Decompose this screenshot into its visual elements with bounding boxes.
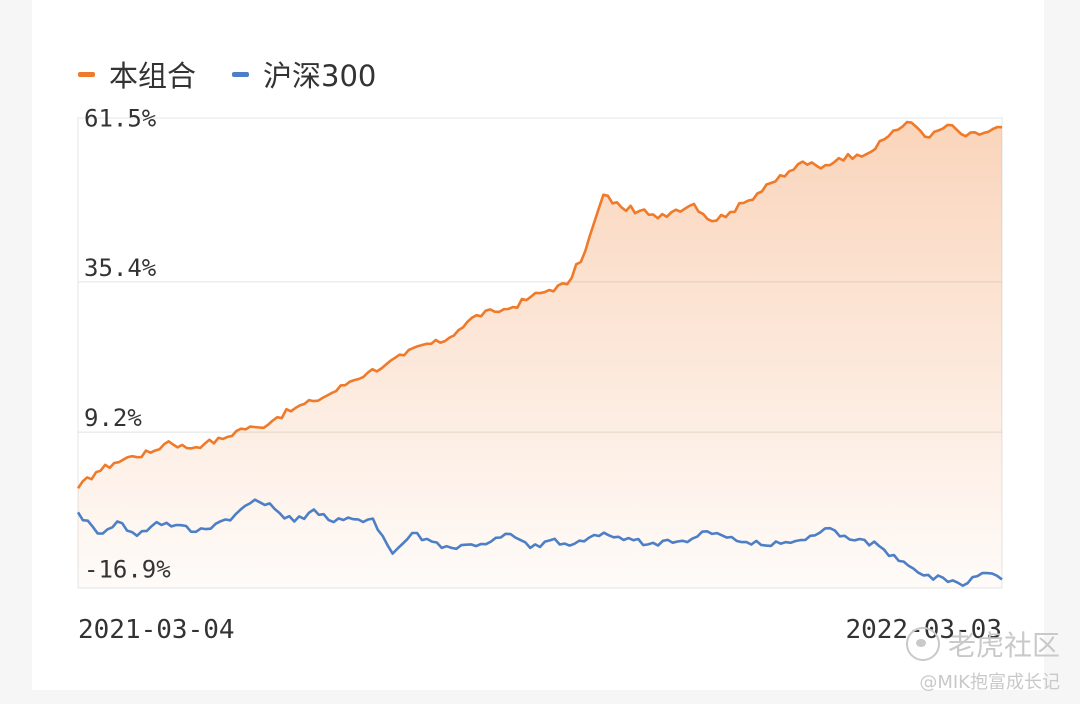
chart-legend: 本组合 沪深300 [78, 52, 412, 96]
watermark-author: @MIK抱富成长记 [919, 672, 1060, 693]
legend-item-csi300[interactable]: 沪深300 [232, 53, 376, 95]
portfolio-area [78, 122, 1002, 588]
legend-item-portfolio[interactable]: 本组合 [78, 53, 196, 95]
y-tick-label: -16.9% [84, 556, 171, 584]
series-line-csi300 [76, 498, 1003, 587]
tiger-paw-icon [905, 627, 940, 661]
legend-label-csi300: 沪深300 [263, 59, 377, 93]
watermark-community-text: 老虎社区 [947, 629, 1060, 662]
watermark-community: 老虎社区 [905, 624, 1060, 664]
legend-label-portfolio: 本组合 [109, 59, 197, 93]
legend-swatch-csi300 [232, 71, 250, 77]
x-label-start: 2021-03-04 [78, 615, 235, 645]
series-line-portfolio [76, 120, 1003, 490]
y-tick-label: 35.4% [84, 254, 157, 282]
y-tick-label: 61.5% [84, 104, 157, 132]
legend-swatch-portfolio [78, 71, 95, 77]
y-tick-label: 9.2% [84, 404, 142, 432]
y-tick-labels: 61.5% 35.4% 9.2% -16.9% [84, 104, 171, 583]
